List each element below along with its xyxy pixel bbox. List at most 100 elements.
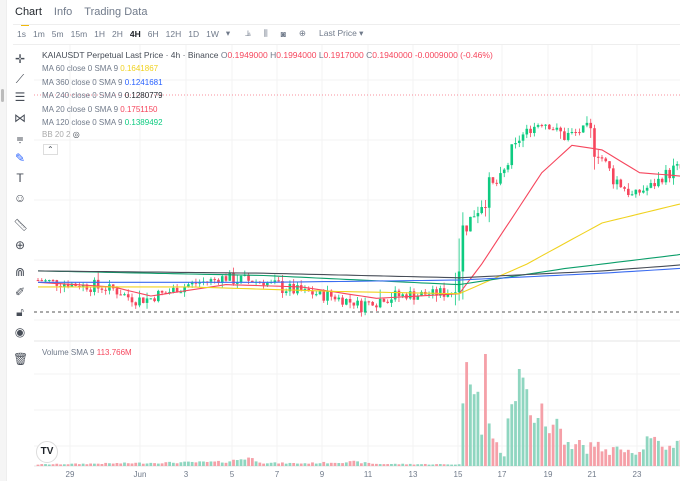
candle-body — [412, 291, 416, 300]
timeframe-6H[interactable]: 6H — [147, 28, 159, 39]
collapse-legend-chevron-icon[interactable]: ⌃ — [43, 144, 58, 155]
lock-drawing-icon[interactable]: ✐ — [14, 285, 26, 299]
volume-bar — [348, 461, 352, 466]
indicators-icon[interactable]: ⫡ — [245, 28, 251, 38]
timeframe-1W[interactable]: 1W — [206, 28, 219, 39]
volume-bar — [405, 464, 408, 466]
x-axis-label: 21 — [587, 470, 597, 479]
bb-indicator[interactable]: BB 20 2 ◎ — [42, 130, 80, 139]
candle-body — [130, 297, 134, 303]
eye-off-icon[interactable]: ◎ — [72, 130, 80, 139]
volume-bar — [134, 462, 138, 466]
candle-body — [502, 169, 506, 174]
candle-body — [563, 131, 566, 140]
horizontal-lines-icon[interactable]: ☰ — [14, 90, 26, 104]
x-axis-label: 5 — [229, 470, 235, 479]
scrollbar[interactable] — [1, 89, 4, 102]
candle-body — [141, 297, 145, 303]
candle-body — [157, 290, 160, 302]
volume-bar — [664, 449, 668, 466]
tab-info[interactable]: Info — [53, 6, 73, 18]
candle-body — [378, 298, 382, 308]
volume-bar — [525, 389, 529, 466]
candle-body — [190, 282, 194, 285]
indicator-legend[interactable]: MA 60 close 0 SMA 9 0.1641867 — [42, 64, 158, 73]
brush-icon[interactable]: ✎ — [14, 151, 26, 165]
volume-bar — [359, 463, 363, 466]
timeframe-4H[interactable]: 4H — [129, 28, 141, 39]
volume-bar — [284, 463, 288, 466]
timeframe-1s[interactable]: 1s — [17, 28, 26, 39]
ruler-icon[interactable]: 📏︎ — [13, 218, 29, 232]
pattern-icon[interactable]: ⋈ — [14, 111, 26, 125]
volume-bar — [352, 460, 356, 466]
trend-line-icon[interactable]: ⟋ — [15, 72, 25, 86]
tab-chart[interactable]: Chart — [15, 6, 42, 26]
candle-body — [307, 288, 311, 292]
candle-body — [675, 164, 679, 166]
candle-body — [608, 161, 611, 169]
magnet-icon[interactable]: ⋒ — [14, 265, 26, 279]
candle-body — [585, 122, 589, 126]
emoji-icon[interactable]: ☺ — [13, 191, 27, 205]
timeframe-5m[interactable]: 5m — [51, 28, 64, 39]
price-source-select[interactable]: Last Price ▾ — [319, 28, 364, 38]
volume-bar — [442, 464, 446, 466]
timeframe-12H[interactable]: 12H — [165, 28, 182, 39]
timeframe-1H[interactable]: 1H — [94, 28, 106, 39]
volume-bar — [145, 463, 149, 466]
camera-icon[interactable]: ◙ — [280, 28, 286, 39]
candle-body — [213, 279, 217, 281]
candle-body — [217, 279, 220, 283]
high-value: 0.1994000 — [276, 50, 317, 60]
volume-bar — [329, 462, 333, 466]
candle-body — [126, 294, 130, 298]
volume-bar — [412, 464, 416, 466]
zoom-in-icon[interactable]: ⊕ — [14, 238, 26, 252]
indicator-legend[interactable]: MA 240 close 0 SMA 9 0.1280779 — [42, 91, 163, 100]
volume-bar — [258, 462, 262, 466]
eye-icon[interactable]: ◉ — [14, 325, 26, 339]
volume-bar — [375, 463, 378, 466]
candle-body — [408, 291, 412, 299]
volume-bar — [205, 461, 209, 466]
moving-average-line-ma360 — [38, 267, 680, 283]
candle-body — [70, 283, 74, 287]
volume-bar — [461, 403, 465, 466]
candle-body — [634, 189, 638, 195]
tab-trading-data[interactable]: Trading Data — [84, 6, 148, 18]
crosshair-icon[interactable]: ✛ — [14, 52, 26, 66]
candle-body — [341, 297, 344, 305]
candle-body — [642, 190, 645, 193]
volume-bar — [660, 446, 664, 466]
measure-icon[interactable]: ⩦ — [16, 131, 24, 145]
indicator-legend[interactable]: MA 360 close 0 SMA 9 0.1241681 — [42, 78, 163, 87]
indicator-legend[interactable]: MA 120 close 0 SMA 9 0.1389492 — [42, 118, 163, 127]
volume-bar — [438, 464, 442, 466]
volume-bar — [536, 417, 540, 466]
trash-icon[interactable]: 🗑︎ — [13, 352, 29, 366]
more-timeframes-chevron-icon[interactable]: ▾ — [225, 28, 231, 38]
volume-bar — [100, 463, 104, 466]
indicator-legend[interactable]: MA 20 close 0 SMA 9 0.1751150 — [42, 105, 158, 114]
indicator-label: MA 120 close 0 SMA 9 — [42, 118, 123, 127]
timeframe-1D[interactable]: 1D — [188, 28, 200, 39]
candle-body — [495, 182, 499, 184]
candle-type-icon[interactable]: ⫼ — [263, 28, 268, 38]
text-icon[interactable]: T — [16, 171, 24, 185]
candle-body — [596, 156, 600, 158]
candle-body — [160, 290, 164, 293]
timeframe-1m[interactable]: 1m — [32, 28, 45, 39]
settings-icon[interactable]: ⊕ — [298, 28, 307, 38]
volume-bar — [604, 449, 608, 466]
timeframe-2H[interactable]: 2H — [112, 28, 123, 39]
lock-icon[interactable]: 🔓︎ — [16, 305, 24, 319]
candle-body — [224, 276, 228, 281]
candle-body — [581, 125, 585, 133]
volume-bar — [596, 441, 600, 466]
candle-body — [318, 291, 322, 295]
timeframe-15m[interactable]: 15m — [70, 28, 88, 39]
candle-body — [442, 288, 446, 297]
volume-bar — [570, 449, 574, 466]
